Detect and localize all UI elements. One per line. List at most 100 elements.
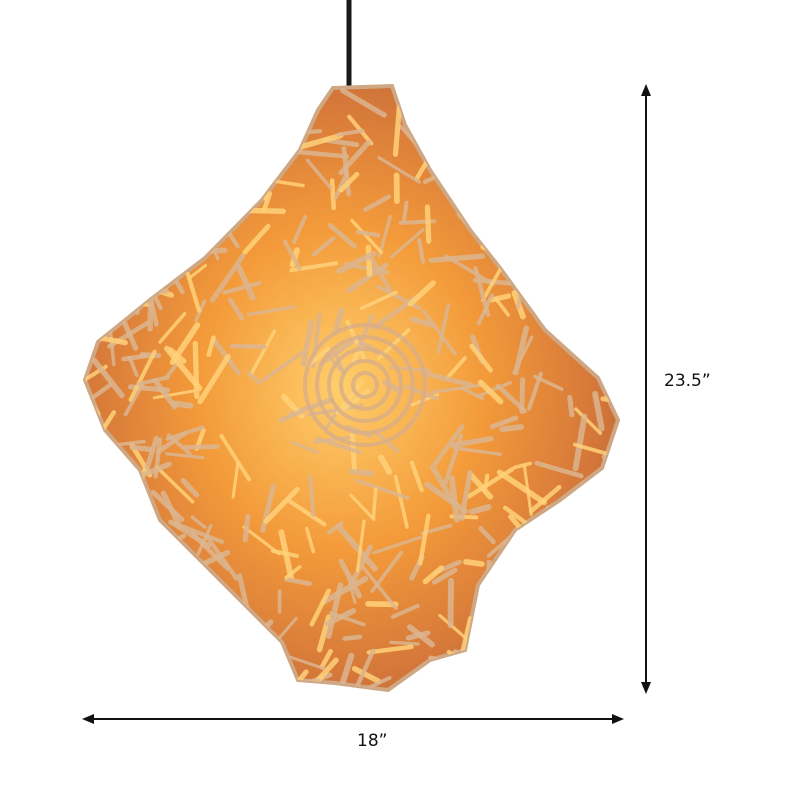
- rattan-strip: [165, 452, 205, 460]
- rattan-strip: [318, 334, 361, 367]
- rattan-strip: [125, 268, 140, 315]
- rattan-strip: [444, 356, 467, 381]
- rattan-strip: [499, 684, 530, 690]
- rattan-strip: [335, 380, 365, 415]
- rattan-strip: [99, 95, 135, 108]
- rattan-strip: [150, 533, 187, 555]
- rattan-strip: [405, 86, 449, 113]
- rattan-strip: [562, 532, 583, 588]
- rattan-strip: [214, 174, 221, 219]
- rattan-strip: [499, 424, 525, 433]
- rattan-strip: [251, 147, 268, 170]
- rattan-strip: [87, 211, 106, 238]
- rattan-strip: [121, 648, 163, 687]
- rattan-strip: [571, 571, 610, 584]
- rattan-strip: [216, 143, 266, 156]
- rattan-strip: [85, 200, 104, 214]
- rattan-strip: [452, 446, 502, 456]
- rattan-strip: [85, 647, 103, 674]
- rattan-strip: [460, 386, 485, 401]
- rattan-strip: [235, 264, 256, 301]
- rattan-strip: [597, 280, 611, 321]
- rattan-strip: [224, 86, 248, 99]
- rattan-strip: [593, 632, 618, 678]
- rattan-strip: [489, 647, 501, 690]
- rattan-strip: [588, 675, 599, 690]
- rattan-strip: [147, 558, 168, 575]
- rattan-strip: [515, 593, 543, 625]
- rattan-strip: [187, 264, 208, 280]
- rattan-strip: [393, 474, 409, 529]
- rattan-spiral: [339, 359, 391, 411]
- rattan-strip: [88, 290, 125, 311]
- rattan-strip: [468, 504, 492, 515]
- rattan-strip: [489, 415, 519, 430]
- rattan-strip: [360, 564, 398, 610]
- rattan-strip: [128, 202, 174, 232]
- rattan-strip: [504, 117, 520, 141]
- rattan-strip: [166, 433, 192, 456]
- rattan-strip: [128, 349, 157, 402]
- rattan-strip: [284, 576, 312, 586]
- rattan-strip: [183, 94, 226, 121]
- rattan-strip: [366, 644, 414, 655]
- rattan-strip: [158, 311, 187, 344]
- rattan-strip: [417, 238, 426, 264]
- rattan-strip: [598, 585, 618, 600]
- rattan-strip: [114, 121, 140, 139]
- rattan-strip: [573, 112, 588, 143]
- rattan-strip: [572, 413, 588, 472]
- rattan-strip: [242, 513, 251, 543]
- rattan-strip: [593, 133, 612, 147]
- rattan-strip: [475, 594, 509, 624]
- rattan-strip: [89, 642, 118, 690]
- rattan-strip: [282, 239, 302, 271]
- rattan-strip: [424, 481, 469, 514]
- rattan-strip: [356, 313, 375, 350]
- rattan-strip: [612, 364, 618, 373]
- rattan-strip: [592, 390, 605, 432]
- rattan-strip: [88, 644, 139, 669]
- rattan-strip: [209, 253, 246, 303]
- rattan-strip: [336, 250, 377, 274]
- rattan-strip: [549, 281, 565, 301]
- rattan-strip: [436, 302, 451, 354]
- rattan-strip: [124, 184, 169, 218]
- rattan-strip: [152, 377, 178, 410]
- rattan-strip: [304, 526, 316, 554]
- rattan-strip: [190, 531, 230, 571]
- width-label: 18”: [357, 731, 388, 751]
- rattan-strip: [534, 460, 584, 479]
- rattan-strip: [409, 460, 424, 493]
- rattan-strip: [126, 102, 174, 124]
- rattan-strip: [212, 159, 237, 199]
- rattan-strip: [184, 168, 194, 191]
- rattan-strip: [519, 377, 526, 414]
- rattan-strip: [529, 621, 557, 653]
- rattan-strip: [326, 521, 344, 535]
- rattan-strip: [513, 325, 530, 376]
- rattan-strip: [498, 640, 512, 690]
- rattan-strip: [533, 374, 564, 391]
- rattan-strip: [530, 287, 580, 323]
- rattan-strip: [128, 356, 139, 378]
- rattan-strip: [499, 557, 531, 574]
- rattan-strip: [551, 234, 608, 252]
- rattan-strip: [149, 549, 173, 565]
- rattan-strip: [292, 215, 308, 244]
- rattan-strip: [543, 631, 557, 683]
- rattan-strip: [516, 163, 536, 197]
- rattan-strip: [171, 400, 194, 409]
- rattan-strip: [85, 122, 108, 132]
- rattan-strip: [154, 230, 161, 262]
- rattan-strip: [175, 86, 225, 91]
- rattan-strip: [518, 551, 548, 579]
- rattan-strip: [158, 86, 173, 132]
- rattan-strip: [177, 571, 192, 623]
- rattan-strip: [581, 227, 600, 266]
- rattan-strip: [123, 381, 145, 417]
- rattan-strip: [171, 604, 191, 630]
- rattan-strip: [572, 442, 611, 457]
- rattan-strip: [535, 595, 541, 650]
- rattan-strip: [342, 634, 363, 641]
